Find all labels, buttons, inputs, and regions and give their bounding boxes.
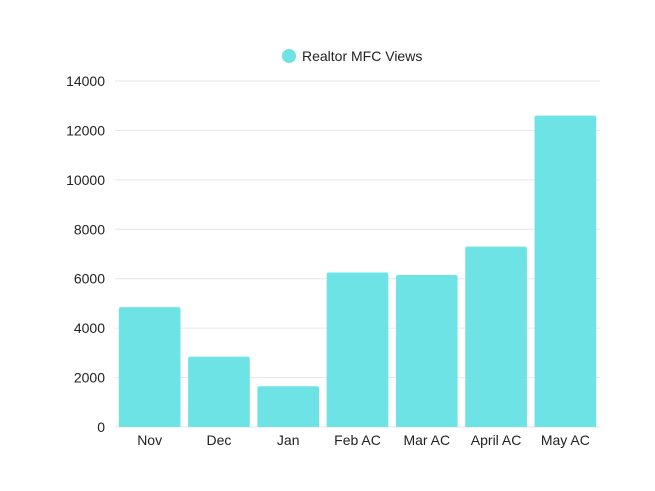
bar-feb-ac [326, 272, 389, 427]
legend: Realtor MFC Views [282, 48, 422, 64]
legend-marker [282, 49, 296, 63]
bar-may-ac [534, 115, 597, 427]
legend-label: Realtor MFC Views [302, 48, 422, 64]
x-axis: Nov Dec Jan Feb AC Mar AC April AC May AC [137, 432, 590, 448]
bar-jan [257, 386, 320, 427]
x-tick-label: Nov [137, 432, 162, 448]
y-tick-label: 14000 [66, 73, 105, 89]
y-tick-label: 4000 [74, 320, 105, 336]
x-tick-label: Mar AC [403, 432, 450, 448]
y-axis: 0 2000 4000 6000 8000 10000 12000 14000 [66, 73, 105, 435]
y-tick-label: 2000 [74, 370, 105, 386]
bar-mar-ac [395, 275, 458, 427]
x-tick-label: Jan [277, 432, 300, 448]
y-tick-label: 6000 [74, 271, 105, 287]
y-tick-label: 12000 [66, 122, 105, 138]
y-tick-label: 8000 [74, 221, 105, 237]
x-tick-label: April AC [471, 432, 522, 448]
y-tick-label: 10000 [66, 172, 105, 188]
bars [118, 115, 597, 427]
bar-april-ac [465, 246, 527, 427]
bar-dec [188, 356, 250, 427]
bar-nov [118, 307, 181, 427]
x-tick-label: Dec [206, 432, 231, 448]
x-tick-label: May AC [541, 432, 590, 448]
y-tick-label: 0 [97, 419, 105, 435]
x-tick-label: Feb AC [334, 432, 381, 448]
